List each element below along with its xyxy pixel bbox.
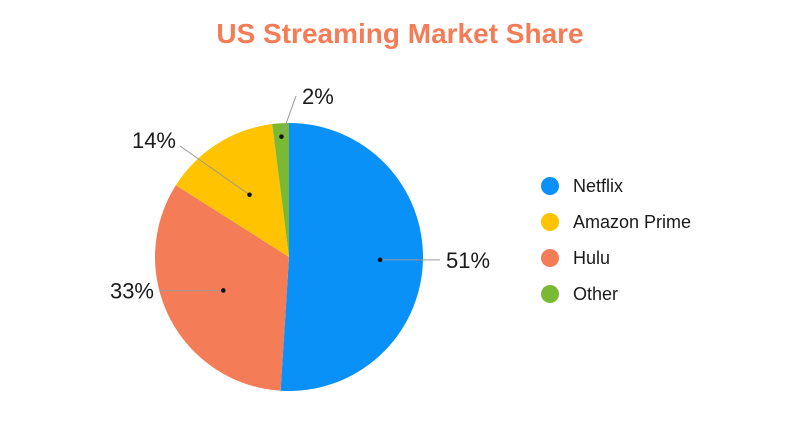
legend-swatch — [541, 249, 559, 267]
legend-item: Hulu — [541, 240, 691, 276]
pie-value-labels: 51% 33% 14% 2% — [110, 84, 490, 303]
chart-legend: Netflix Amazon Prime Hulu Other — [541, 168, 691, 312]
pie-slice-netflix — [280, 123, 423, 391]
data-label: 33% — [110, 278, 154, 303]
legend-label: Amazon Prime — [573, 211, 692, 232]
pie-slices — [155, 123, 423, 391]
leader-line — [280, 95, 297, 137]
pie-leader-lines — [160, 95, 440, 293]
pie-slice-other — [272, 123, 289, 257]
legend-swatch — [541, 177, 559, 195]
pie-slice-amazon-prime — [175, 124, 289, 257]
legend-label: Other — [573, 283, 619, 304]
leader-dot — [221, 288, 226, 293]
leader-dot — [377, 257, 383, 263]
data-label: 51% — [446, 248, 490, 273]
legend-swatch — [541, 213, 559, 231]
leader-dot — [279, 134, 284, 139]
chart-title: US Streaming Market Share — [216, 18, 584, 49]
legend-label: Hulu — [573, 247, 611, 268]
leader-dot — [247, 192, 252, 198]
legend-item: Amazon Prime — [541, 204, 691, 240]
legend-item: Netflix — [541, 168, 691, 204]
legend-label: Netflix — [573, 175, 624, 196]
leader-line — [179, 145, 250, 196]
pie-slice-hulu — [155, 185, 289, 391]
data-label: 14% — [132, 128, 176, 153]
data-label: 2% — [302, 84, 334, 109]
legend-item: Other — [541, 276, 691, 312]
legend-swatch — [541, 285, 559, 303]
